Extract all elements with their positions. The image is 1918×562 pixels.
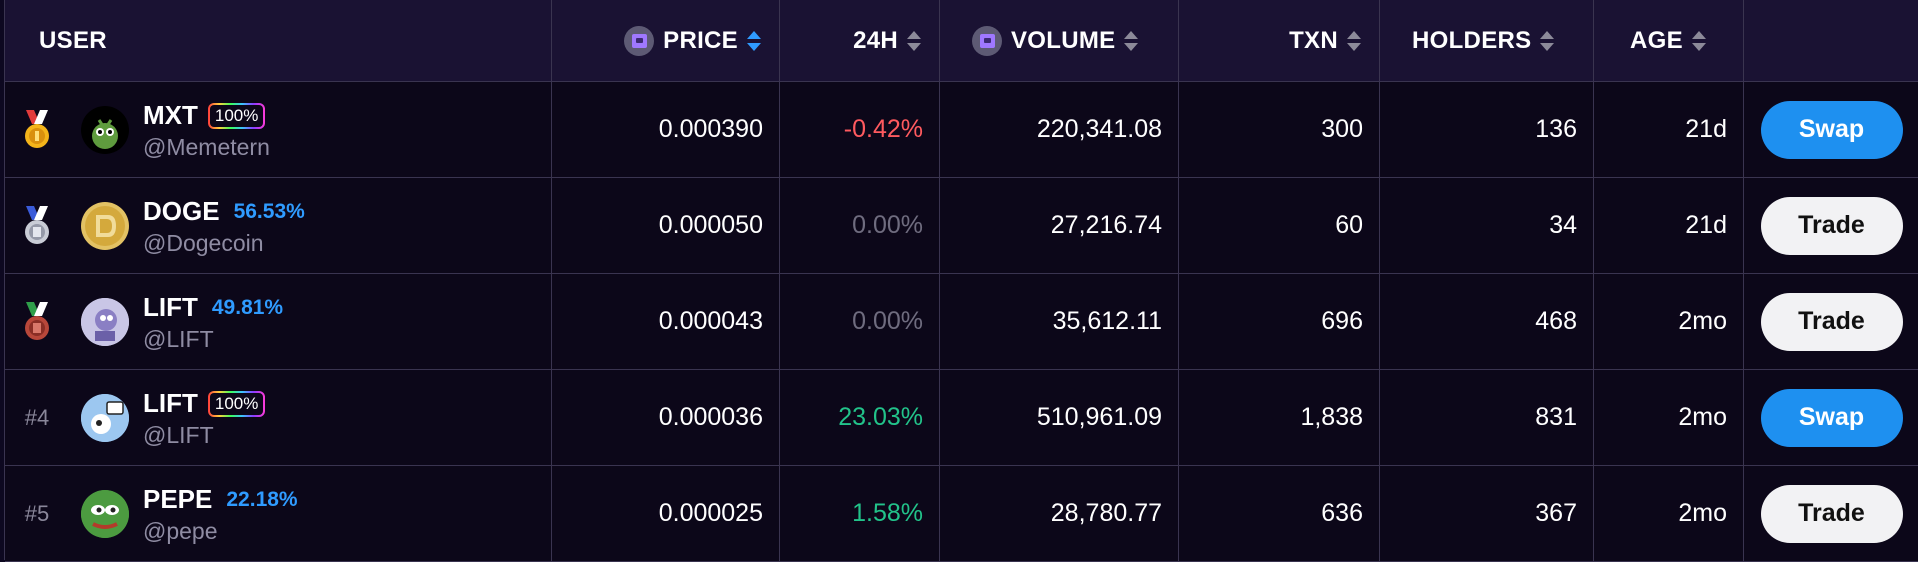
holders-cell: 831 [1380,370,1594,465]
sort-toggle-icon[interactable] [1124,30,1139,52]
user-cell: #4 LIFT 100% @LIFT [5,370,552,465]
holders-cell: 468 [1380,274,1594,369]
txn-cell: 1,838 [1179,370,1380,465]
sort-toggle-icon[interactable] [747,30,761,52]
gold-medal-icon [25,109,49,148]
price-cell: 0.000025 [552,466,780,561]
change-24h-cell: 23.03% [780,370,940,465]
age-cell: 21d [1594,82,1744,177]
bronze-medal-icon [25,301,49,340]
swap-button[interactable]: Swap [1760,388,1903,447]
token-leaderboard-table: USER PRICE 24H VOLUME TXN HOLDERS AGE [4,0,1918,562]
table-row[interactable]: #4 LIFT 100% @LIFT 0.000036 23.03% 510,9… [5,370,1918,466]
column-header-action [1744,0,1918,81]
token-ticker: LIFT [143,388,198,418]
trade-button[interactable]: Trade [1760,484,1903,543]
user-cell: MXT 100% @Memetern [5,82,552,177]
silver-medal-icon [25,205,49,244]
price-cell: 0.000390 [552,82,780,177]
change-24h-cell: 0.00% [780,274,940,369]
avatar [81,201,129,250]
volume-cell: 28,780.77 [940,466,1179,561]
holders-cell: 34 [1380,178,1594,273]
avatar [81,297,129,346]
age-cell: 2mo [1594,370,1744,465]
volume-cell: 27,216.74 [940,178,1179,273]
token-ticker: LIFT [143,292,198,322]
token-handle: @Memetern [143,133,270,160]
token-ticker: MXT [143,100,198,130]
percent-value: 56.53% [233,199,305,223]
txn-cell: 60 [1179,178,1380,273]
txn-cell: 636 [1179,466,1380,561]
table-row[interactable]: MXT 100% @Memetern 0.000390 -0.42% 220,3… [5,82,1918,178]
coin-icon [972,25,1002,56]
avatar [81,489,129,538]
column-header-age[interactable]: AGE [1594,0,1744,81]
avatar [81,105,129,154]
volume-cell: 35,612.11 [940,274,1179,369]
user-cell: DOGE 56.53% @Dogecoin [5,178,552,273]
rank-number: #5 [24,500,50,526]
table-row[interactable]: #5 PEPE 22.18% @pepe 0.000025 1.58% 28,7… [5,466,1918,562]
status-badge: 100% [207,102,266,129]
column-header-user: USER [5,0,552,81]
holders-cell: 136 [1380,82,1594,177]
price-cell: 0.000043 [552,274,780,369]
column-header-holders[interactable]: HOLDERS [1380,0,1594,81]
status-badge: 100% [207,390,266,417]
percent-value: 49.81% [211,295,284,319]
column-header-price[interactable]: PRICE [552,0,780,81]
volume-cell: 220,341.08 [940,82,1179,177]
holders-cell: 367 [1380,466,1594,561]
sort-toggle-icon[interactable] [1540,30,1555,52]
column-header-24h[interactable]: 24H [780,0,940,81]
token-handle: @pepe [143,517,218,544]
trade-button[interactable]: Trade [1760,196,1903,255]
table-row[interactable]: DOGE 56.53% @Dogecoin 0.000050 0.00% 27,… [5,178,1918,274]
token-handle: @LIFT [143,421,214,448]
age-cell: 2mo [1594,274,1744,369]
rank-number: #4 [24,404,50,430]
coin-icon [624,25,655,56]
avatar [81,393,129,442]
price-cell: 0.000036 [552,370,780,465]
swap-button[interactable]: Swap [1760,100,1903,159]
change-24h-cell: 1.58% [780,466,940,561]
price-cell: 0.000050 [552,178,780,273]
trade-button[interactable]: Trade [1760,292,1903,351]
sort-toggle-icon[interactable] [1347,30,1361,52]
user-cell: LIFT 49.81% @LIFT [5,274,552,369]
column-header-volume[interactable]: VOLUME [940,0,1179,81]
txn-cell: 696 [1179,274,1380,369]
age-cell: 21d [1594,178,1744,273]
token-ticker: DOGE [143,196,220,226]
sort-toggle-icon[interactable] [1691,30,1706,52]
sort-toggle-icon[interactable] [907,30,921,52]
age-cell: 2mo [1594,466,1744,561]
table-row[interactable]: LIFT 49.81% @LIFT 0.000043 0.00% 35,612.… [5,274,1918,370]
token-handle: @LIFT [143,325,214,352]
change-24h-cell: -0.42% [780,82,940,177]
token-ticker: PEPE [143,484,213,514]
percent-value: 22.18% [226,487,298,511]
user-cell: #5 PEPE 22.18% @pepe [5,466,552,561]
change-24h-cell: 0.00% [780,178,940,273]
token-handle: @Dogecoin [143,229,264,256]
table-header: USER PRICE 24H VOLUME TXN HOLDERS AGE [5,0,1918,82]
volume-cell: 510,961.09 [940,370,1179,465]
txn-cell: 300 [1179,82,1380,177]
column-header-txn[interactable]: TXN [1179,0,1380,81]
